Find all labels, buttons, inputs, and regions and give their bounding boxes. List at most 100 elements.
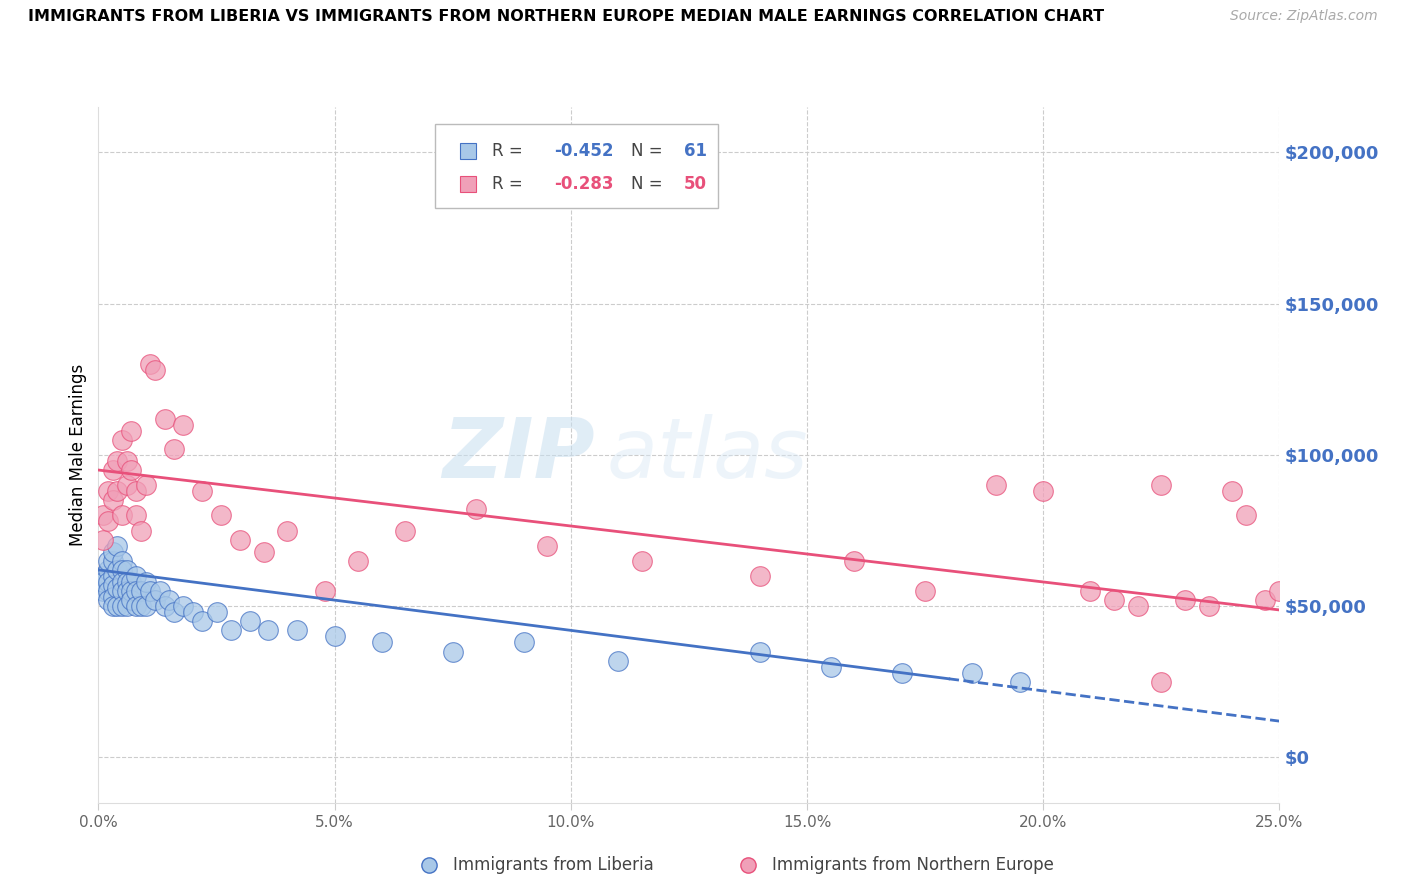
Point xyxy=(163,442,186,456)
Point xyxy=(97,593,120,607)
Point xyxy=(1220,484,1243,499)
Text: N =: N = xyxy=(631,175,668,194)
Point xyxy=(125,484,148,499)
Point xyxy=(253,545,276,559)
Point xyxy=(181,605,204,619)
Point xyxy=(149,584,172,599)
Point xyxy=(371,635,394,649)
Point xyxy=(129,599,152,614)
Point xyxy=(115,478,138,492)
Point xyxy=(135,599,157,614)
Point xyxy=(441,644,464,658)
Point xyxy=(984,478,1007,492)
Point xyxy=(125,508,148,523)
Point xyxy=(323,629,346,643)
Point xyxy=(101,578,124,592)
Text: Source: ZipAtlas.com: Source: ZipAtlas.com xyxy=(1230,9,1378,23)
Point xyxy=(91,508,114,523)
Text: Immigrants from Northern Europe: Immigrants from Northern Europe xyxy=(772,856,1053,874)
Point xyxy=(115,563,138,577)
Point xyxy=(157,593,180,607)
Point xyxy=(111,584,134,599)
Point xyxy=(111,554,134,568)
Text: 50: 50 xyxy=(685,175,707,194)
Text: R =: R = xyxy=(492,142,527,160)
Point xyxy=(115,584,138,599)
Point xyxy=(172,417,194,432)
Text: ZIP: ZIP xyxy=(441,415,595,495)
Point xyxy=(1254,593,1277,607)
Point xyxy=(1032,484,1054,499)
Point xyxy=(115,454,138,468)
Point xyxy=(394,524,416,538)
Point xyxy=(748,644,770,658)
Point xyxy=(914,584,936,599)
Text: atlas: atlas xyxy=(606,415,808,495)
Point xyxy=(121,584,143,599)
Point xyxy=(135,574,157,589)
Point xyxy=(1008,674,1031,689)
Point xyxy=(125,584,148,599)
Point xyxy=(115,599,138,614)
Point xyxy=(111,433,134,447)
Point xyxy=(97,584,120,599)
Point xyxy=(91,584,114,599)
Point xyxy=(1126,599,1149,614)
Point xyxy=(465,502,488,516)
Point xyxy=(748,569,770,583)
Point xyxy=(191,615,214,629)
Point xyxy=(121,463,143,477)
Point xyxy=(1268,584,1291,599)
Point xyxy=(153,599,176,614)
Point xyxy=(1080,584,1102,599)
Point xyxy=(163,605,186,619)
Text: 61: 61 xyxy=(685,142,707,160)
Point xyxy=(129,524,152,538)
Point xyxy=(97,574,120,589)
Y-axis label: Median Male Earnings: Median Male Earnings xyxy=(69,364,87,546)
Point xyxy=(125,599,148,614)
Point xyxy=(1150,674,1173,689)
Point xyxy=(276,524,298,538)
Point xyxy=(125,569,148,583)
Point xyxy=(111,599,134,614)
Point xyxy=(536,539,558,553)
Point xyxy=(1102,593,1125,607)
Point xyxy=(820,659,842,673)
Point xyxy=(630,554,652,568)
Point xyxy=(101,463,124,477)
Point xyxy=(101,599,124,614)
Point xyxy=(229,533,252,547)
Point xyxy=(962,665,984,680)
Text: -0.283: -0.283 xyxy=(554,175,614,194)
Point xyxy=(101,569,124,583)
Point xyxy=(139,357,162,371)
Point xyxy=(105,484,128,499)
Point xyxy=(1150,478,1173,492)
Point xyxy=(121,574,143,589)
Point xyxy=(191,484,214,499)
Point xyxy=(97,554,120,568)
Point xyxy=(91,569,114,583)
Text: Immigrants from Liberia: Immigrants from Liberia xyxy=(453,856,654,874)
Point xyxy=(105,599,128,614)
Point xyxy=(314,584,336,599)
Point xyxy=(135,478,157,492)
Point xyxy=(153,411,176,425)
Point xyxy=(121,593,143,607)
Point xyxy=(1234,508,1257,523)
Point xyxy=(347,554,370,568)
Point xyxy=(101,493,124,508)
Text: IMMIGRANTS FROM LIBERIA VS IMMIGRANTS FROM NORTHERN EUROPE MEDIAN MALE EARNINGS : IMMIGRANTS FROM LIBERIA VS IMMIGRANTS FR… xyxy=(28,9,1104,24)
Point xyxy=(172,599,194,614)
Text: R =: R = xyxy=(492,175,527,194)
Point xyxy=(101,590,124,604)
Point xyxy=(205,605,228,619)
Point xyxy=(129,584,152,599)
Point xyxy=(890,665,912,680)
Point xyxy=(143,363,166,377)
Point xyxy=(105,563,128,577)
Point xyxy=(97,515,120,529)
Point xyxy=(143,593,166,607)
Text: -0.452: -0.452 xyxy=(554,142,614,160)
